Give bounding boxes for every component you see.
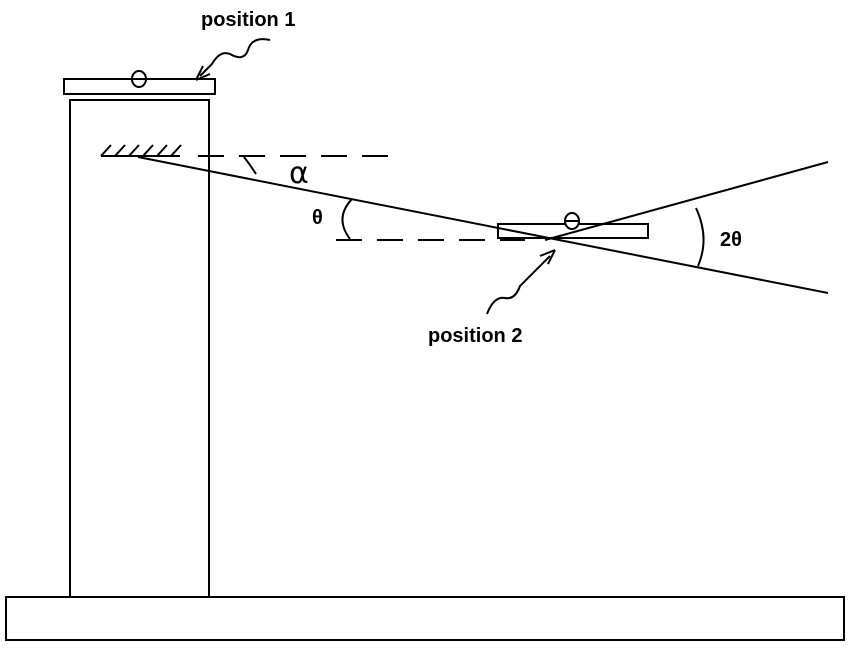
hatched-mount bbox=[100, 144, 182, 157]
sloped-beam-line bbox=[137, 156, 829, 294]
base-platform bbox=[5, 596, 845, 641]
theta-angle-arc bbox=[341, 198, 353, 240]
two-theta-angle-arc bbox=[695, 207, 705, 267]
vertical-column bbox=[69, 99, 210, 598]
position-2-callout-squiggle bbox=[486, 255, 551, 315]
reflected-beam-line bbox=[544, 161, 829, 241]
level-position-1 bbox=[63, 70, 216, 95]
position-1-callout-squiggle bbox=[199, 38, 271, 77]
label-position-2: position 2 bbox=[428, 325, 522, 347]
position-1-arrowhead-icon bbox=[195, 65, 211, 81]
label-position-1: position 1 bbox=[201, 9, 295, 31]
level-position-2 bbox=[497, 212, 649, 239]
label-two-theta: 2θ bbox=[720, 229, 742, 251]
position-2-arrowhead-icon bbox=[539, 249, 556, 265]
label-theta: θ bbox=[312, 207, 323, 229]
alpha-angle-arc bbox=[243, 156, 257, 175]
label-alpha: α bbox=[289, 156, 309, 191]
